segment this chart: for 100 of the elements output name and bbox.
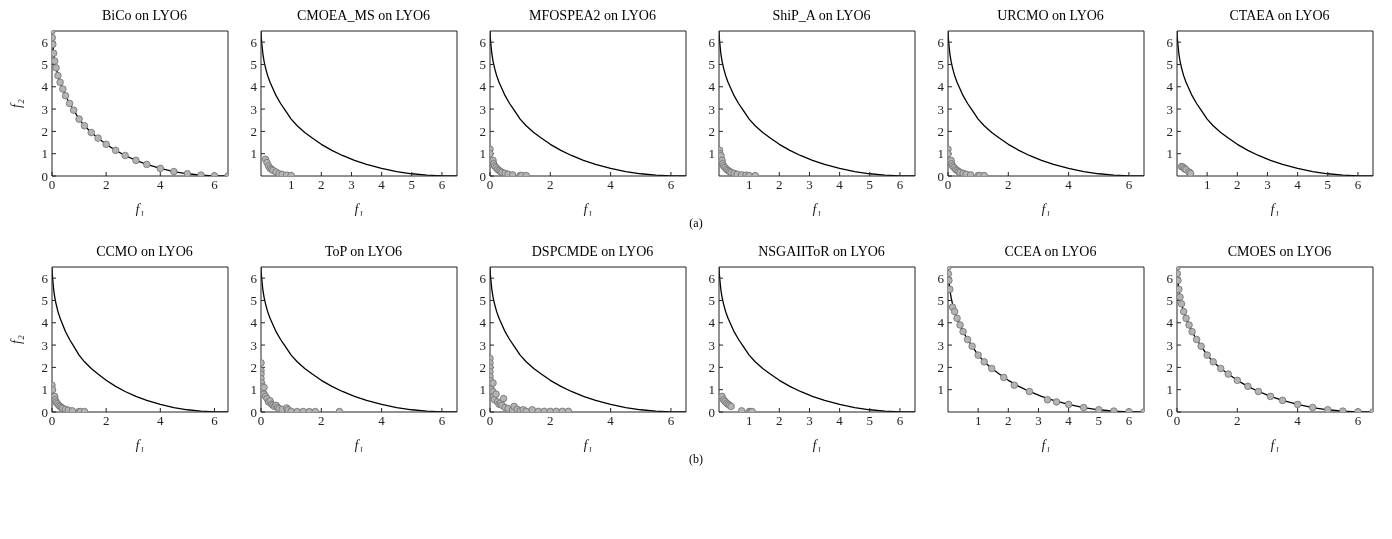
x-tick-label: 2 bbox=[1234, 177, 1241, 193]
y-tick-label: 1 bbox=[479, 146, 486, 162]
y-tick-label: 6 bbox=[937, 34, 945, 50]
chart-title: CMOEA_MS on LYO6 bbox=[295, 8, 432, 25]
y-tick-label: 1 bbox=[1166, 146, 1173, 162]
x-tick-label: 4 bbox=[1065, 413, 1073, 429]
y-tick-label: 2 bbox=[479, 360, 486, 375]
y-tick-label: 4 bbox=[479, 315, 487, 331]
x-tick-label: 1 bbox=[287, 177, 295, 193]
y-tick-label: 1 bbox=[708, 146, 715, 162]
x-tick-label: 6 bbox=[438, 413, 446, 429]
chart-title: DSPCMDE on LYO6 bbox=[530, 244, 655, 261]
chart-title: ShiP_A on LYO6 bbox=[771, 8, 872, 25]
chart-title: BiCo on LYO6 bbox=[101, 8, 188, 25]
y-tick-label: 6 bbox=[1166, 270, 1174, 286]
chart-title: ToP on LYO6 bbox=[323, 244, 404, 261]
y-tick-label: 1 bbox=[1166, 382, 1173, 398]
y-tick-label: 2 bbox=[708, 360, 715, 375]
y-tick-label: 1 bbox=[250, 382, 257, 398]
y-tick-label: 6 bbox=[250, 34, 258, 50]
y-tick-label: 6 bbox=[41, 270, 49, 286]
y-tick-label: 5 bbox=[41, 57, 48, 73]
y-tick-label: 5 bbox=[937, 57, 944, 73]
y-tick-label: 3 bbox=[708, 337, 715, 353]
x-tick-label: 3 bbox=[1035, 413, 1042, 429]
y-tick-label: 6 bbox=[41, 34, 49, 50]
x-tick-label: 2 bbox=[1005, 413, 1012, 429]
y-axis-title: f₂ bbox=[8, 98, 24, 108]
y-tick-label: 5 bbox=[1166, 293, 1173, 309]
y-tick-label: 5 bbox=[708, 293, 715, 309]
y-tick-label: 4 bbox=[1166, 79, 1174, 95]
x-tick-label: 6 bbox=[667, 177, 675, 193]
y-tick-label: 3 bbox=[937, 337, 944, 353]
x-tick-label: 1 bbox=[1203, 177, 1211, 193]
y-tick-label: 5 bbox=[479, 57, 486, 73]
y-tick-label: 3 bbox=[479, 337, 486, 353]
chart-title: CCEA on LYO6 bbox=[1003, 244, 1098, 261]
y-tick-label: 5 bbox=[250, 293, 257, 309]
x-tick-label: 2 bbox=[1234, 413, 1241, 429]
x-tick-label: 5 bbox=[866, 413, 874, 429]
y-tick-label: 2 bbox=[250, 124, 257, 139]
chart-title: CCMO on LYO6 bbox=[95, 244, 194, 261]
y-tick-label: 1 bbox=[937, 146, 944, 162]
x-tick-label: 6 bbox=[1354, 177, 1362, 193]
y-tick-label: 6 bbox=[708, 34, 716, 50]
x-tick-label: 3 bbox=[1264, 177, 1271, 193]
y-tick-label: 2 bbox=[937, 124, 944, 139]
x-tick-label: 1 bbox=[745, 413, 753, 429]
y-tick-label: 5 bbox=[479, 293, 486, 309]
y-tick-label: 4 bbox=[479, 79, 487, 95]
y-tick-label: 4 bbox=[250, 79, 258, 95]
y-tick-label: 2 bbox=[1166, 124, 1173, 139]
y-tick-label: 2 bbox=[708, 124, 715, 139]
y-tick-label: 4 bbox=[937, 315, 945, 331]
y-tick-label: 5 bbox=[1166, 57, 1173, 73]
chart-title: CTAEA on LYO6 bbox=[1228, 8, 1331, 25]
y-tick-label: 6 bbox=[1166, 34, 1174, 50]
x-tick-label: 4 bbox=[157, 177, 165, 193]
y-tick-label: 5 bbox=[937, 293, 944, 309]
y-tick-label: 2 bbox=[41, 360, 48, 375]
y-tick-label: 2 bbox=[479, 124, 486, 139]
x-tick-label: 2 bbox=[776, 413, 783, 429]
x-tick-label: 4 bbox=[1294, 413, 1302, 429]
y-tick-label: 3 bbox=[708, 101, 715, 117]
y-tick-label: 3 bbox=[41, 337, 48, 353]
y-tick-label: 6 bbox=[708, 270, 716, 286]
y-tick-label: 4 bbox=[708, 315, 716, 331]
y-tick-label: 4 bbox=[41, 315, 49, 331]
y-tick-label: 3 bbox=[250, 337, 257, 353]
x-tick-label: 2 bbox=[776, 177, 783, 193]
y-tick-label: 3 bbox=[479, 101, 486, 117]
y-tick-label: 5 bbox=[708, 57, 715, 73]
x-tick-label: 5 bbox=[1324, 177, 1332, 193]
y-tick-label: 1 bbox=[41, 146, 48, 162]
y-tick-label: 2 bbox=[1166, 360, 1173, 375]
y-tick-label: 6 bbox=[479, 270, 487, 286]
y-tick-label: 1 bbox=[41, 382, 48, 398]
y-axis-title: f₂ bbox=[8, 334, 24, 344]
y-tick-label: 6 bbox=[937, 270, 945, 286]
x-tick-label: 3 bbox=[348, 177, 355, 193]
y-tick-label: 6 bbox=[479, 34, 487, 50]
text: (b) bbox=[689, 452, 703, 466]
x-tick-label: 5 bbox=[866, 177, 874, 193]
x-tick-label: 6 bbox=[211, 413, 219, 429]
chart-title: MFOSPEA2 on LYO6 bbox=[528, 8, 657, 25]
x-tick-label: 6 bbox=[211, 177, 219, 193]
y-tick-label: 1 bbox=[250, 146, 257, 162]
y-tick-label: 2 bbox=[41, 124, 48, 139]
y-tick-label: 2 bbox=[937, 360, 944, 375]
x-tick-label: 2 bbox=[547, 177, 554, 193]
text: (a) bbox=[689, 216, 703, 230]
x-tick-label: 6 bbox=[896, 413, 904, 429]
x-tick-label: 6 bbox=[667, 413, 675, 429]
x-tick-label: 4 bbox=[157, 413, 165, 429]
y-tick-label: 4 bbox=[1166, 315, 1174, 331]
y-tick-label: 4 bbox=[937, 79, 945, 95]
chart-title: NSGAIIToR on LYO6 bbox=[757, 244, 886, 261]
x-tick-label: 4 bbox=[607, 413, 615, 429]
x-tick-label: 1 bbox=[974, 413, 982, 429]
x-tick-label: 5 bbox=[408, 177, 416, 193]
